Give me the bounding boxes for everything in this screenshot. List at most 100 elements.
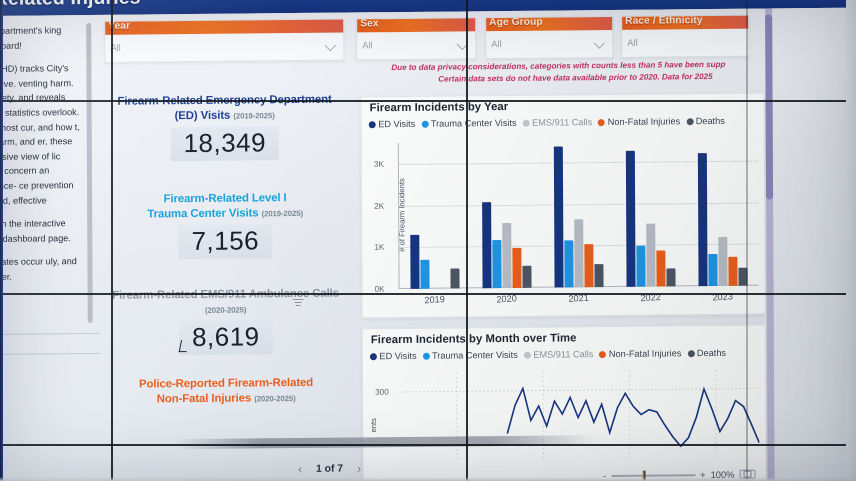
filter-age-group-value: All bbox=[491, 38, 502, 50]
kpi-ed-visits[interactable]: Firearm-Related Emergency Department (ED… bbox=[101, 93, 349, 162]
y-axis-tick: 3K bbox=[373, 159, 384, 169]
filter-age-group-label: Age Group bbox=[489, 16, 543, 29]
bar[interactable] bbox=[697, 153, 708, 287]
chart-firearm-incidents-by-month[interactable]: Firearm Incidents by Month over Time ED … bbox=[361, 324, 767, 481]
narrative-scrollbar[interactable] bbox=[86, 22, 93, 324]
legend-item-trauma[interactable]: Trauma Center Visits bbox=[421, 118, 517, 129]
legend-item-ems[interactable]: EMS/911 Calls bbox=[522, 117, 593, 128]
bezel-seam-vertical-right bbox=[746, 0, 748, 481]
gridline bbox=[399, 389, 759, 392]
bar[interactable] bbox=[419, 259, 430, 289]
legend-item-non-fatal[interactable]: Non-Fatal Injuries bbox=[598, 116, 680, 127]
narrative-paragraph-1: lth Department's king dashboard! bbox=[0, 25, 62, 51]
legend-item-non-fatal[interactable]: Non-Fatal Injuries bbox=[599, 348, 681, 359]
line-chart-title: Firearm Incidents by Month over Time bbox=[370, 332, 577, 347]
line-chart-legend: ED Visits Trauma Center Visits EMS/911 C… bbox=[369, 347, 790, 362]
line-chart-y-axis-label: ents bbox=[368, 418, 378, 433]
legend-item-ed-visits[interactable]: ED Visits bbox=[368, 118, 416, 130]
bezel-seam-horizontal-middle bbox=[0, 293, 856, 296]
legend-label-non-fatal: Non-Fatal Injuries bbox=[607, 116, 681, 128]
bar[interactable] bbox=[491, 240, 502, 289]
chevron-down-icon[interactable] bbox=[595, 39, 604, 44]
bar[interactable] bbox=[583, 244, 594, 288]
filter-race-ethnicity[interactable]: Race / Ethnicity All bbox=[621, 14, 750, 58]
legend-label-ems: EMS/911 Calls bbox=[532, 117, 593, 128]
bar[interactable] bbox=[553, 146, 564, 288]
report-scrollbar-thumb[interactable] bbox=[765, 14, 774, 200]
filter-age-group-header: Age Group bbox=[486, 16, 613, 32]
bar-group[interactable]: 2020 bbox=[481, 201, 532, 305]
bar[interactable] bbox=[501, 222, 512, 289]
legend-item-deaths[interactable]: Deaths bbox=[686, 116, 725, 126]
kpi-non-fatal-title-line1: Police-Reported Firearm-Related bbox=[138, 376, 314, 391]
screen-edge-bottom bbox=[0, 477, 856, 481]
bar[interactable] bbox=[481, 201, 492, 289]
filter-sex-value: All bbox=[362, 39, 373, 51]
bar[interactable] bbox=[635, 245, 646, 287]
page-indicator: 1 of 7 bbox=[315, 463, 344, 475]
bar-group[interactable]: 2019 bbox=[409, 234, 460, 305]
filter-sex-label: Sex bbox=[360, 18, 379, 30]
bar[interactable] bbox=[727, 257, 738, 286]
kpi-non-fatal-injuries[interactable]: Police-Reported Firearm-Related Non-Fata… bbox=[102, 376, 350, 408]
filter-sex[interactable]: Sex All bbox=[356, 17, 477, 61]
y-axis-tick: 300 bbox=[375, 387, 389, 397]
legend-item-ems[interactable]: EMS/911 Calls bbox=[523, 349, 593, 360]
filter-age-group[interactable]: Age Group All bbox=[485, 15, 614, 60]
kpi-trauma-center-visits[interactable]: Firearm-Related Level I Trauma Center Vi… bbox=[101, 191, 349, 260]
filter-year[interactable]: Year All bbox=[104, 18, 345, 63]
narrative-paragraph-2: ent (HHD) tracks City's proactive. venti… bbox=[0, 63, 80, 206]
bar[interactable] bbox=[521, 266, 532, 288]
page-title: rm-Related Injuries bbox=[0, 0, 141, 11]
kpi-ed-visits-value: 18,349 bbox=[170, 126, 280, 162]
bar[interactable] bbox=[409, 234, 420, 289]
bar[interactable] bbox=[449, 268, 460, 289]
report-scrollbar[interactable] bbox=[765, 8, 775, 481]
kpi-non-fatal-title: Police-Reported Firearm-Related Non-Fata… bbox=[102, 376, 350, 408]
x-axis-tick: 2019 bbox=[424, 294, 446, 306]
bar[interactable] bbox=[717, 236, 728, 286]
bar[interactable] bbox=[707, 254, 718, 287]
legend-swatch-ed-visits bbox=[368, 120, 376, 128]
bar-chart-title: Firearm Incidents by Year bbox=[369, 100, 509, 115]
legend-label-ed-visits: ED Visits bbox=[379, 350, 417, 362]
kpi-ed-visits-title: Firearm-Related Emergency Department (ED… bbox=[101, 93, 349, 125]
kpi-non-fatal-title-line2: Non-Fatal Injuries bbox=[156, 391, 252, 405]
legend-label-non-fatal: Non-Fatal Injuries bbox=[608, 348, 682, 360]
legend-label-ed-visits: ED Visits bbox=[378, 118, 416, 130]
narrative-paragraph-4: c Updates occur uly, and October. bbox=[0, 256, 77, 282]
bar-group[interactable]: 2021 bbox=[553, 146, 604, 304]
bar[interactable] bbox=[625, 151, 636, 287]
kpi-trauma-title-line1: Firearm-Related Level I bbox=[163, 192, 287, 206]
chevron-down-icon[interactable] bbox=[326, 42, 335, 47]
bar[interactable] bbox=[655, 250, 666, 287]
bar[interactable] bbox=[573, 218, 584, 288]
legend-swatch-trauma bbox=[421, 120, 429, 128]
legend-item-ed-visits[interactable]: ED Visits bbox=[369, 350, 417, 362]
bar-group[interactable]: 2023 bbox=[697, 153, 748, 303]
filter-bar: Year All Sex All Age Group All bbox=[100, 9, 760, 94]
bar[interactable] bbox=[665, 268, 676, 287]
bezel-seam-horizontal-bottom bbox=[0, 444, 856, 447]
kpi-ems-value: 8,619 bbox=[178, 320, 273, 356]
kpi-ed-visits-years: (2019-2025) bbox=[233, 110, 275, 121]
bar-chart-plot-area: 0K 1K 2K 3K 2019 2020 2021 2022 2023 bbox=[374, 140, 759, 305]
legend-swatch-ems bbox=[522, 119, 530, 127]
next-page-button[interactable]: › bbox=[357, 461, 362, 476]
bar[interactable] bbox=[511, 247, 522, 288]
filter-race-ethnicity-value: All bbox=[627, 36, 638, 48]
line-series-path bbox=[507, 386, 759, 448]
legend-item-trauma[interactable]: Trauma Center Visits bbox=[422, 350, 518, 361]
legend-item-deaths[interactable]: Deaths bbox=[687, 348, 726, 358]
bar[interactable] bbox=[563, 240, 574, 288]
bar[interactable] bbox=[645, 223, 656, 287]
previous-page-button[interactable]: ‹ bbox=[297, 461, 302, 477]
bar-group[interactable]: 2022 bbox=[625, 151, 676, 303]
narrative-panel[interactable]: lth Department's king dashboard! ent (HH… bbox=[0, 19, 88, 350]
bar[interactable] bbox=[593, 264, 604, 288]
chart-firearm-incidents-by-year[interactable]: Firearm Incidents by Year ED Visits Trau… bbox=[360, 92, 766, 319]
filter-race-ethnicity-header: Race / Ethnicity bbox=[622, 15, 749, 30]
filter-icon[interactable] bbox=[292, 298, 304, 308]
kpi-ems-911-calls[interactable]: Firearm-Related EMS/911 Ambulance Calls … bbox=[102, 287, 350, 356]
